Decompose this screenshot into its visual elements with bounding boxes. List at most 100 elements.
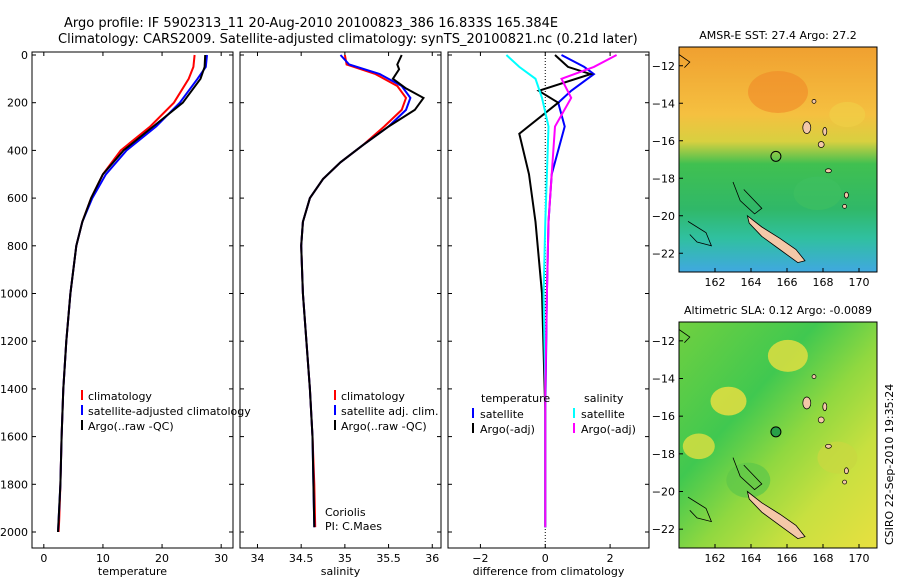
reef-contour bbox=[678, 329, 691, 343]
x-tick-label: 164 bbox=[741, 552, 762, 565]
map-frame bbox=[678, 46, 878, 273]
island-vanuatu bbox=[817, 141, 825, 148]
island-new-caledonia bbox=[746, 214, 806, 264]
x-tick-label: 20 bbox=[155, 552, 169, 565]
legend-entry: Argo(..raw -QC) bbox=[88, 420, 174, 433]
series-line bbox=[544, 54, 596, 528]
island-vanuatu bbox=[811, 374, 817, 379]
series-line bbox=[57, 54, 208, 533]
argo-location-marker bbox=[770, 426, 782, 438]
island-new-caledonia bbox=[746, 490, 806, 540]
y-tick-label: −18 bbox=[652, 448, 675, 461]
map-panel-2: Altimetric SLA: 0.12 Argo: -0.0089 162 164… bbox=[652, 304, 878, 565]
reef-contour bbox=[732, 457, 763, 491]
y-tick-label: −12 bbox=[652, 60, 675, 73]
y-tick-label: −16 bbox=[652, 410, 675, 423]
legend-title-temperature: temperature bbox=[481, 392, 550, 405]
y-tick-label: 2000 bbox=[0, 526, 28, 539]
x-tick-label: 168 bbox=[813, 276, 834, 289]
y-tick-label: 1400 bbox=[0, 383, 28, 396]
argo-location-marker bbox=[770, 150, 782, 162]
map-title: Altimetric SLA: 0.12 Argo: -0.0089 bbox=[684, 304, 872, 317]
x-axis-label: difference from climatology bbox=[473, 565, 625, 578]
map-title: AMSR-E SST: 27.4 Argo: 27.2 bbox=[699, 29, 857, 42]
y-tick-label: −20 bbox=[652, 210, 675, 223]
island-vanuatu bbox=[844, 467, 849, 475]
anomaly-patch bbox=[710, 386, 747, 416]
island-vanuatu bbox=[842, 479, 847, 485]
x-tick-label: 170 bbox=[849, 552, 870, 565]
series-line bbox=[300, 54, 425, 528]
reef-contour bbox=[687, 496, 713, 523]
legend-title-salinity: salinity bbox=[584, 392, 624, 405]
annotation-text: PI: C.Maes bbox=[325, 520, 382, 533]
island-vanuatu bbox=[817, 416, 825, 424]
profile-panel-1: 0 200 400 600 800 1000 1200 1400 1600 1800 2000 0 10… bbox=[0, 49, 251, 578]
legend-entry: climatology bbox=[88, 390, 152, 403]
island-vanuatu bbox=[802, 396, 812, 410]
anomaly-patch bbox=[726, 462, 771, 498]
reef-contour bbox=[678, 54, 691, 68]
series-line bbox=[544, 54, 618, 528]
map-frame bbox=[678, 321, 878, 549]
x-tick-label: 162 bbox=[705, 552, 726, 565]
y-tick-label: 200 bbox=[7, 97, 28, 110]
x-axis-label: salinity bbox=[321, 565, 361, 578]
x-tick-label: 10 bbox=[96, 552, 110, 565]
x-tick-label: 166 bbox=[777, 276, 798, 289]
csiro-timestamp: CSIRO 22-Sep-2010 19:35:24 bbox=[883, 384, 896, 545]
header-line-1: Argo profile: IF 5902313_11 20-Aug-2010 … bbox=[64, 16, 558, 31]
legend-entry: satellite bbox=[480, 408, 524, 421]
x-tick-label: 170 bbox=[849, 276, 870, 289]
series-line bbox=[300, 54, 412, 528]
island-vanuatu bbox=[825, 168, 832, 174]
legend-entry: Argo(-adj) bbox=[480, 423, 535, 436]
x-tick-label: 168 bbox=[813, 552, 834, 565]
y-tick-label: 1200 bbox=[0, 335, 28, 348]
y-tick-label: 400 bbox=[7, 144, 28, 157]
island-vanuatu bbox=[825, 443, 832, 449]
y-tick-label: −14 bbox=[652, 373, 675, 386]
island-vanuatu bbox=[842, 204, 847, 209]
profile-panel-2: 34 34.5 35 35.5 36 salinity climatology satelli… bbox=[239, 51, 442, 578]
island-vanuatu bbox=[802, 121, 812, 134]
y-tick-label: 600 bbox=[7, 192, 28, 205]
y-tick-label: 1000 bbox=[0, 288, 28, 301]
y-tick-label: 1800 bbox=[0, 478, 28, 491]
y-tick-label: −14 bbox=[652, 97, 675, 110]
legend-entry: climatology bbox=[341, 390, 405, 403]
map-panel-1: AMSR-E SST: 27.4 Argo: 27.2 162 164 166 168 1… bbox=[652, 29, 878, 289]
y-tick-label: −20 bbox=[652, 486, 675, 499]
plot-frame bbox=[31, 51, 234, 549]
plot-frame bbox=[239, 51, 442, 549]
anomaly-patch bbox=[817, 441, 858, 474]
sst-patch bbox=[829, 101, 866, 128]
x-tick-label: 36 bbox=[425, 552, 439, 565]
x-tick-label: 0 bbox=[542, 552, 549, 565]
x-tick-label: 30 bbox=[214, 552, 228, 565]
x-tick-label: 0 bbox=[40, 552, 47, 565]
x-tick-label: −2 bbox=[472, 552, 488, 565]
x-tick-label: 164 bbox=[741, 276, 762, 289]
anomaly-patch bbox=[682, 433, 715, 460]
x-tick-label: 166 bbox=[777, 552, 798, 565]
y-tick-label: 800 bbox=[7, 240, 28, 253]
island-vanuatu bbox=[844, 191, 849, 199]
x-tick-label: 34.5 bbox=[289, 552, 314, 565]
series-line bbox=[57, 54, 196, 533]
y-tick-label: −12 bbox=[652, 335, 675, 348]
y-tick-label: −22 bbox=[652, 523, 675, 536]
y-tick-label: 1600 bbox=[0, 431, 28, 444]
x-tick-label: 2 bbox=[607, 552, 614, 565]
plot-frame bbox=[447, 51, 650, 549]
y-tick-label: −22 bbox=[652, 247, 675, 260]
reef-contour bbox=[732, 181, 763, 215]
annotation-text: Coriolis bbox=[325, 506, 366, 519]
island-vanuatu bbox=[822, 127, 828, 136]
legend-entry: Argo(..raw -QC) bbox=[341, 420, 427, 433]
x-tick-label: 35.5 bbox=[376, 552, 401, 565]
header-line-2: Climatology: CARS2009. Satellite-adjuste… bbox=[58, 32, 638, 47]
sst-patch bbox=[748, 71, 808, 113]
